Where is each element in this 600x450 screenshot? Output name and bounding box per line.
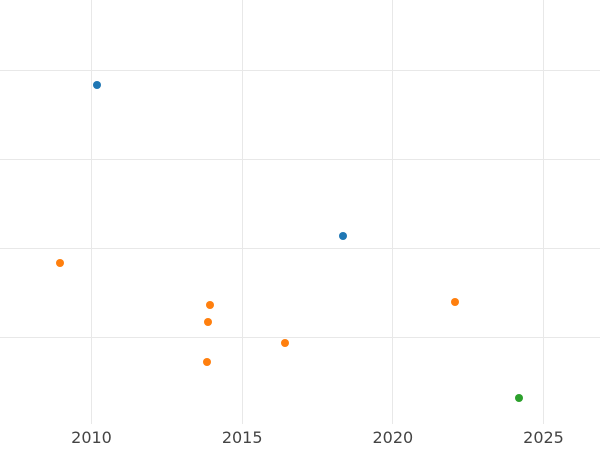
scatter-point-series-orange	[450, 297, 459, 306]
scatter-point-series-orange	[202, 357, 211, 366]
x-tick-label: 2010	[71, 428, 112, 447]
x-gridline	[91, 0, 92, 424]
x-tick-label: 2025	[523, 428, 564, 447]
y-gridline	[0, 247, 600, 249]
x-tick-label: 2015	[221, 428, 263, 447]
x-gridline	[543, 0, 544, 424]
scatter-point-series-orange	[204, 318, 213, 327]
y-gridline	[0, 69, 600, 71]
x-gridline	[241, 0, 243, 424]
scatter-point-series-orange	[55, 258, 64, 267]
y-gridline	[0, 337, 600, 339]
scatter-point-series-green	[515, 394, 524, 403]
x-tick-label: 2020	[372, 428, 414, 447]
y-gridline	[0, 158, 600, 160]
scatter-point-series-blue	[339, 231, 348, 240]
scatter-point-series-blue	[92, 81, 101, 90]
scatter-point-series-orange	[205, 301, 214, 310]
scatter-point-series-orange	[280, 338, 289, 347]
x-gridline	[392, 0, 394, 424]
